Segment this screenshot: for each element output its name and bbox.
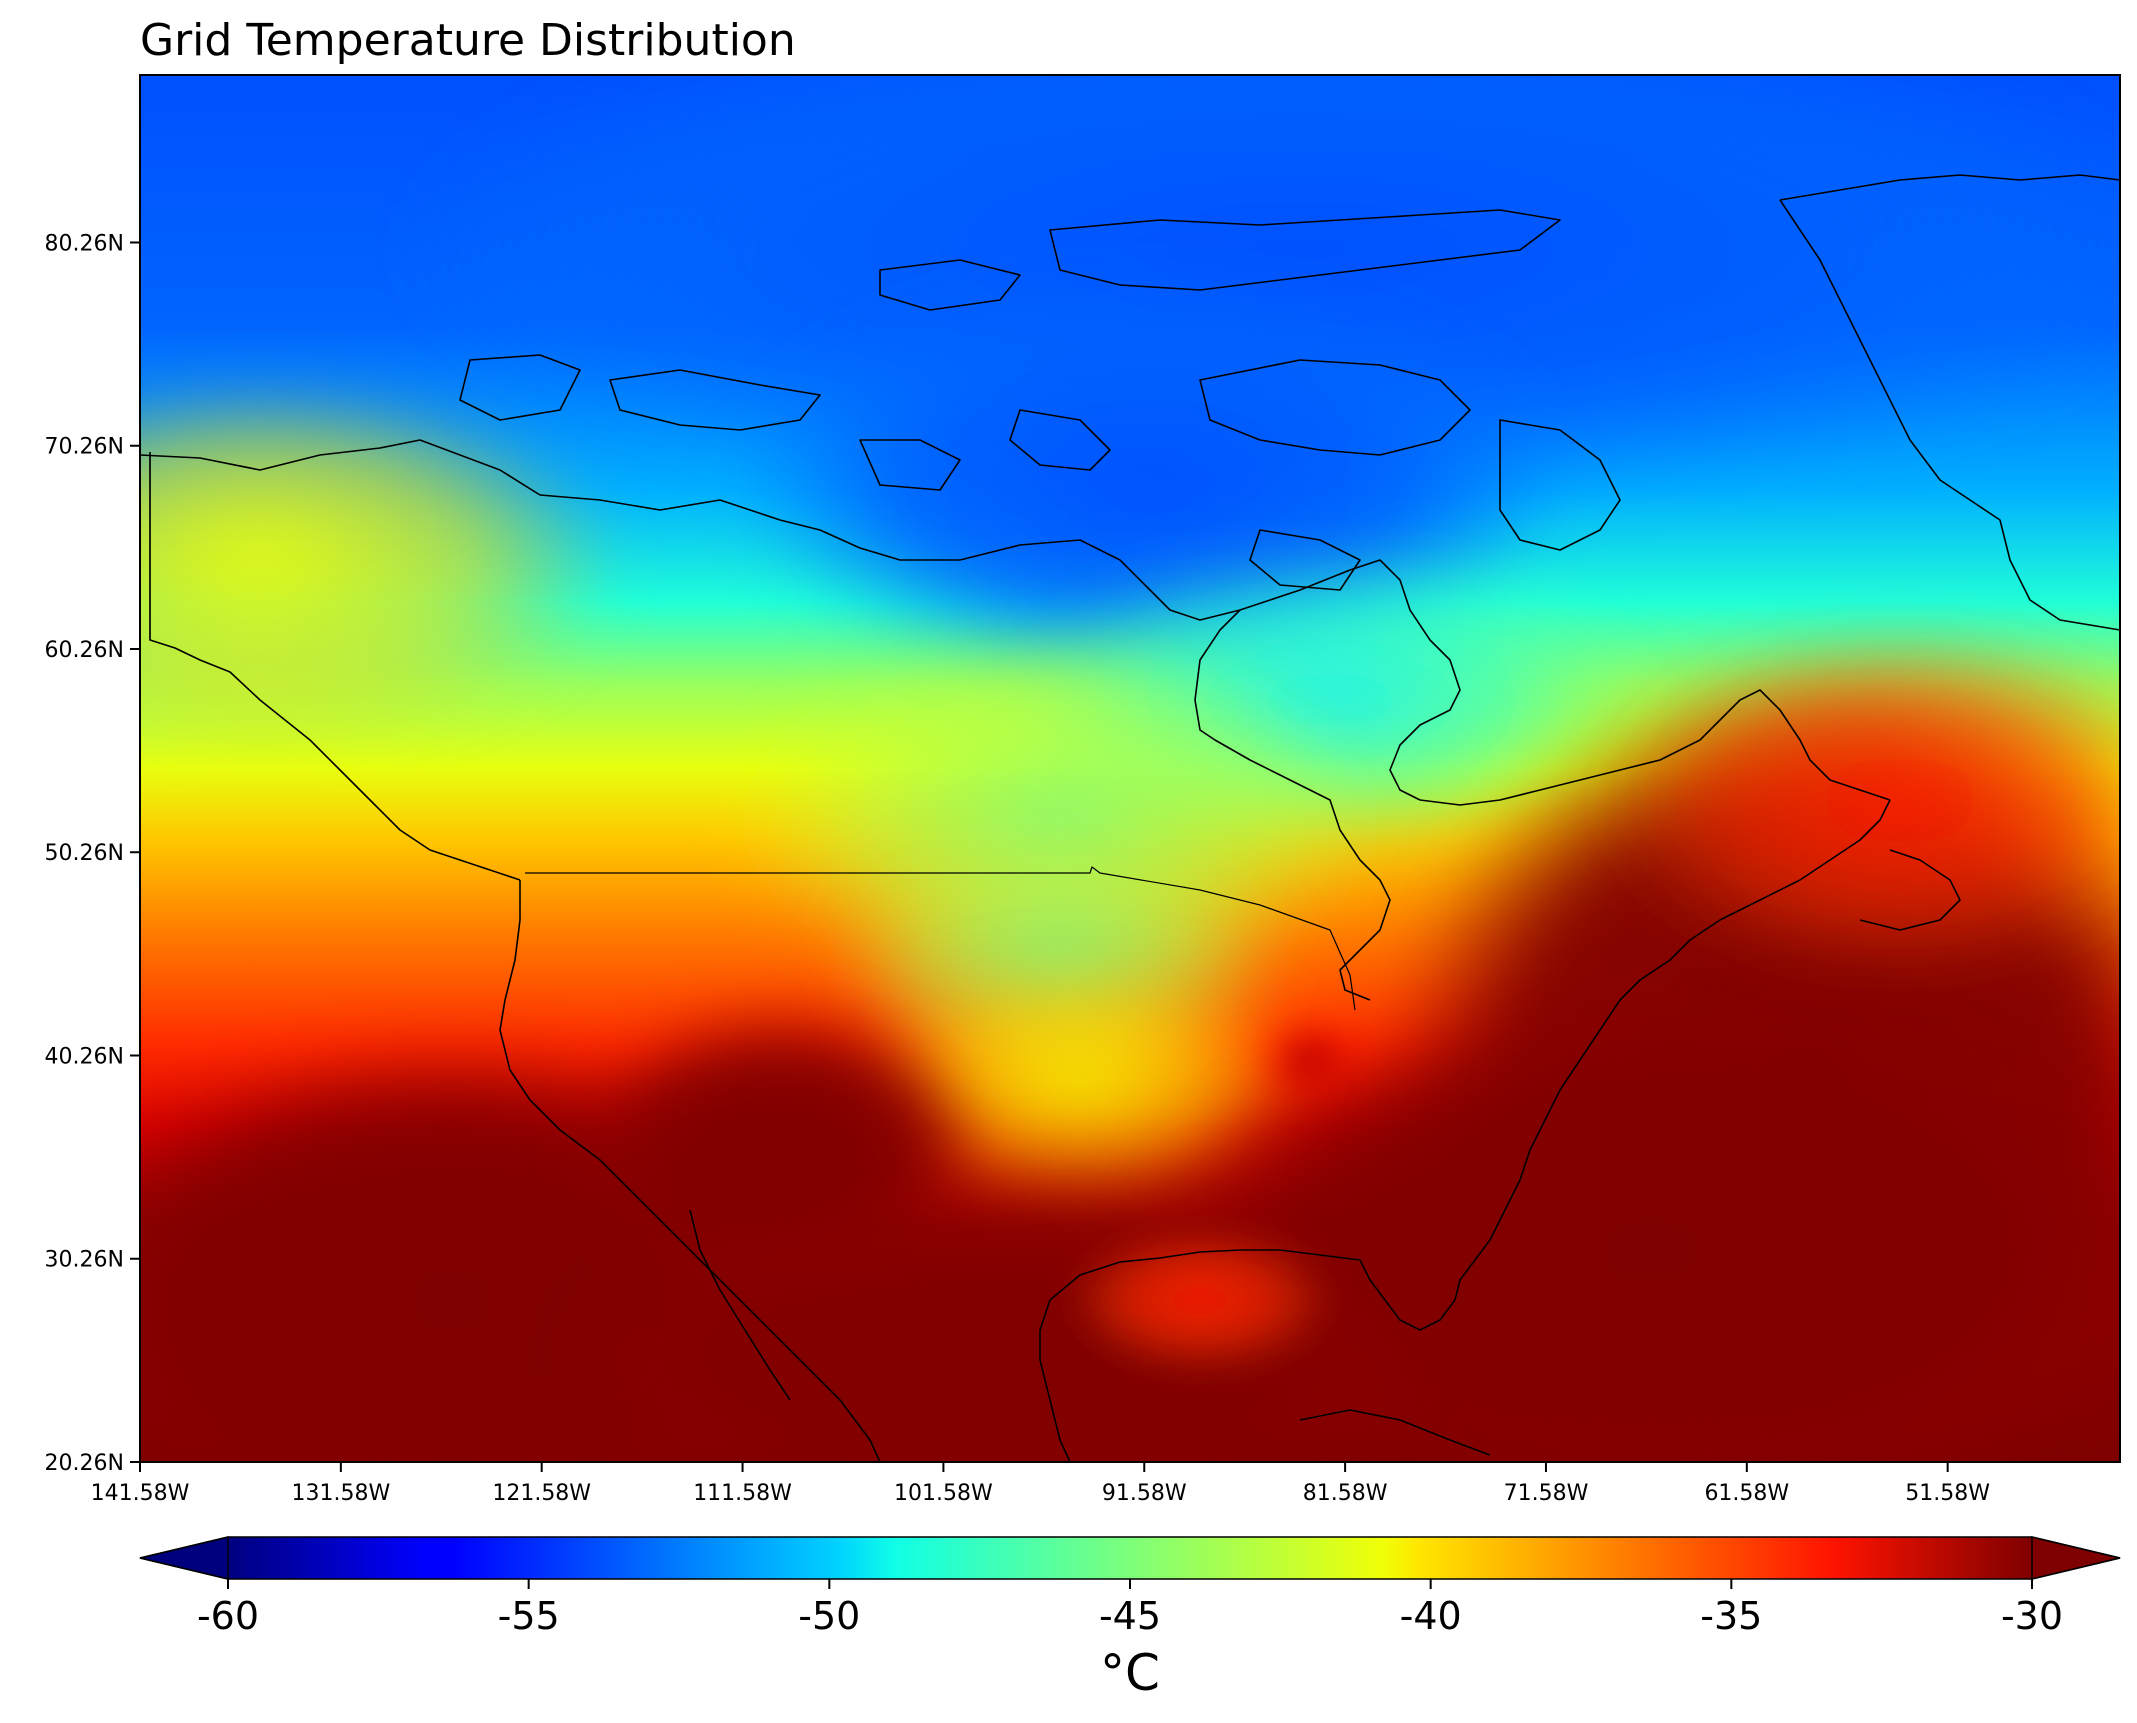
y-tick-label: 20.26N <box>45 1451 124 1476</box>
map-title: Grid Temperature Distribution <box>140 15 796 66</box>
x-tick-label: 131.58W <box>291 1481 390 1506</box>
colorbar-label: °C <box>1100 1644 1160 1702</box>
x-tick-label: 111.58W <box>693 1481 792 1506</box>
x-tick-label: 121.58W <box>492 1481 591 1506</box>
x-tick-label: 101.58W <box>894 1481 993 1506</box>
y-tick-label: 50.26N <box>45 841 124 866</box>
y-tick-label: 80.26N <box>45 231 124 256</box>
x-tick-label: 141.58W <box>91 1481 190 1506</box>
coastlines <box>140 174 2120 1462</box>
x-axis: 141.58W 131.58W 121.58W 111.58W 101.58W 91.58… <box>91 1462 1990 1506</box>
colorbar-extend-high <box>2031 1536 2121 1580</box>
colorbar-tick-label: -55 <box>498 1594 560 1638</box>
y-tick-label: 60.26N <box>45 638 124 663</box>
x-tick-label: 81.58W <box>1303 1481 1388 1506</box>
colorbar-tick-label: -30 <box>2001 1594 2063 1638</box>
x-tick-label: 71.58W <box>1504 1481 1589 1506</box>
y-tick-label: 30.26N <box>45 1248 124 1273</box>
colorbar-ticks: -60 -55 -50 -45 -40 -35 -30 <box>197 1579 2063 1638</box>
colorbar: -60 -55 -50 -45 -40 -35 -30 °C <box>139 1536 2121 1702</box>
colorbar-tick-label: -50 <box>798 1594 860 1638</box>
colorbar-tick-label: -45 <box>1099 1594 1161 1638</box>
colorbar-tick-label: -60 <box>197 1594 259 1638</box>
y-tick-label: 70.26N <box>45 435 124 460</box>
temperature-field <box>140 75 2120 1462</box>
x-tick-label: 51.58W <box>1905 1481 1990 1506</box>
colorbar-fill <box>228 1537 2032 1579</box>
colorbar-tick-label: -40 <box>1400 1594 1462 1638</box>
x-tick-label: 91.58W <box>1102 1481 1187 1506</box>
y-axis: 20.26N 30.26N 40.26N 50.26N 60.26N 70.26N 80.2… <box>45 231 140 1476</box>
y-tick-label: 40.26N <box>45 1044 124 1069</box>
colorbar-tick-label: -35 <box>1700 1594 1762 1638</box>
colorbar-extend-low <box>139 1536 229 1580</box>
map-frame <box>139 74 2121 1463</box>
x-tick-label: 61.58W <box>1704 1481 1789 1506</box>
